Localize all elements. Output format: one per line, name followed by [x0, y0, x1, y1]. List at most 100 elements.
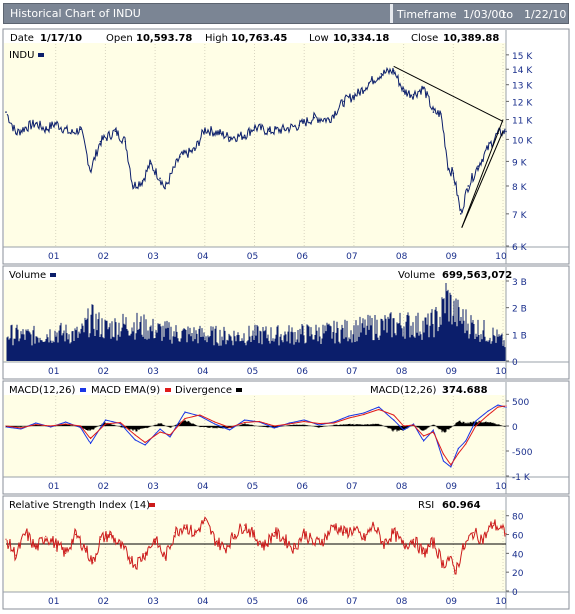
- open-label: Open: [106, 33, 133, 44]
- timeframe-from[interactable]: 1/03/00: [463, 8, 506, 21]
- macd-line-point: [288, 422, 290, 424]
- date-value: 1/17/10: [40, 33, 82, 44]
- price-point: [35, 122, 37, 125]
- price-point: [164, 187, 166, 190]
- timeframe-label: Timeframe: [397, 8, 457, 21]
- price-point: [15, 132, 17, 135]
- macd-line-point: [20, 428, 22, 430]
- macd-ema-line-point: [497, 406, 499, 408]
- macd-ema-line: [6, 405, 506, 466]
- price-point: [114, 130, 117, 133]
- rsi-point: [383, 543, 385, 545]
- price-x-tick-label: 04: [197, 252, 209, 262]
- macd-line-point: [104, 419, 107, 421]
- macd-ema-line-point: [258, 420, 261, 423]
- timeframe-end[interactable]: 1/22/10: [524, 8, 567, 21]
- rsi-y-tick-label: 60: [512, 532, 524, 542]
- price-x-tick-label: 09: [446, 252, 458, 262]
- rsi-x-tick-label: 05: [247, 597, 258, 607]
- price-point: [228, 136, 231, 139]
- macd-ema-line-point: [79, 425, 82, 427]
- price-point: [243, 134, 246, 137]
- macd-ema-legend-swatch: [165, 388, 171, 392]
- macd-ema-line-point: [333, 422, 335, 424]
- rsi-point: [373, 524, 375, 526]
- macd-ema-line-point: [318, 422, 320, 425]
- rsi-point: [422, 552, 425, 554]
- macd-ema-line-point: [475, 425, 477, 427]
- price-x-tick-label: 06: [296, 252, 308, 262]
- macd-line-point: [378, 406, 380, 408]
- rsi-point: [293, 548, 295, 550]
- macd-x-tick-label: 08: [396, 482, 408, 492]
- divergence-legend-label: Divergence: [175, 385, 232, 396]
- macd-ema-line-point: [348, 417, 350, 419]
- macd-y-tick-label: -1 K: [512, 473, 531, 483]
- price-y-tick-label: 10 K: [512, 136, 533, 146]
- rsi-point: [134, 564, 136, 566]
- low-value: 10,334.18: [333, 33, 389, 44]
- rsi-point: [65, 552, 67, 554]
- macd-x-tick-label: 04: [197, 482, 209, 492]
- rsi-point: [343, 532, 345, 534]
- price-point: [402, 90, 405, 93]
- macd-ema-line-point: [393, 414, 395, 416]
- price-legend-label: INDU: [9, 50, 34, 61]
- volume-readout-value: 699,563,072: [442, 270, 512, 281]
- title-separator: [390, 4, 393, 23]
- macd-ema-line-point: [412, 424, 415, 426]
- trendline: [461, 119, 504, 228]
- price-point: [204, 128, 206, 131]
- rsi-x-tick-label: 08: [396, 597, 408, 607]
- rsi-readout-label: RSI: [418, 500, 434, 511]
- rsi-point: [353, 529, 355, 531]
- macd-line-point: [505, 406, 507, 408]
- price-point: [368, 82, 370, 84]
- macd-legend-swatch: [80, 388, 86, 392]
- rsi-point: [303, 532, 305, 534]
- price-point: [89, 170, 92, 172]
- price-x-tick-label: 02: [98, 252, 109, 262]
- price-point: [179, 156, 181, 158]
- macd-line-point: [450, 466, 452, 468]
- macd-ema-line-point: [35, 423, 37, 426]
- macd-line-point: [159, 428, 161, 430]
- price-y-tick-label: 13 K: [512, 82, 533, 92]
- rsi-x-tick-label: 04: [197, 597, 209, 607]
- price-point: [412, 93, 415, 96]
- volume-y-tick-label: 3 B: [512, 278, 527, 288]
- price-point: [253, 126, 256, 129]
- rsi-point: [472, 532, 474, 534]
- macd-ema-line-point: [229, 426, 231, 429]
- window-title: Historical Chart of INDU: [10, 7, 141, 20]
- price-y-tick-label: 15 K: [512, 52, 533, 62]
- price-y-tick-label: 14 K: [512, 66, 533, 76]
- volume-x-tick-label: 10: [495, 367, 507, 377]
- volume-legend-label: Volume: [9, 270, 46, 281]
- macd-line-point: [422, 440, 425, 442]
- price-point: [25, 126, 27, 129]
- rsi-point: [432, 541, 435, 543]
- price-point: [459, 213, 462, 215]
- price-point: [343, 100, 345, 103]
- rsi-point: [109, 533, 111, 536]
- macd-line-point: [442, 460, 444, 462]
- rsi-point: [492, 522, 494, 524]
- rsi-point: [35, 548, 37, 550]
- rsi-point: [154, 538, 156, 540]
- rsi-point: [442, 564, 444, 566]
- rsi-x-tick-label: 01: [48, 597, 59, 607]
- macd-x-tick-label: 07: [346, 482, 357, 492]
- rsi-point: [144, 552, 146, 554]
- macd-ema-line-point: [505, 405, 507, 407]
- rsi-point: [174, 532, 176, 534]
- macd-x-tick-label: 01: [48, 482, 59, 492]
- rsi-point: [164, 557, 166, 559]
- macd-line-point: [214, 423, 216, 425]
- price-y-tick-label: 11 K: [512, 117, 533, 127]
- macd-ema-line-point: [465, 443, 467, 445]
- macd-line-point: [144, 444, 146, 446]
- macd-ema-line-point: [184, 417, 186, 420]
- low-label: Low: [309, 33, 329, 44]
- rsi-point: [263, 545, 266, 547]
